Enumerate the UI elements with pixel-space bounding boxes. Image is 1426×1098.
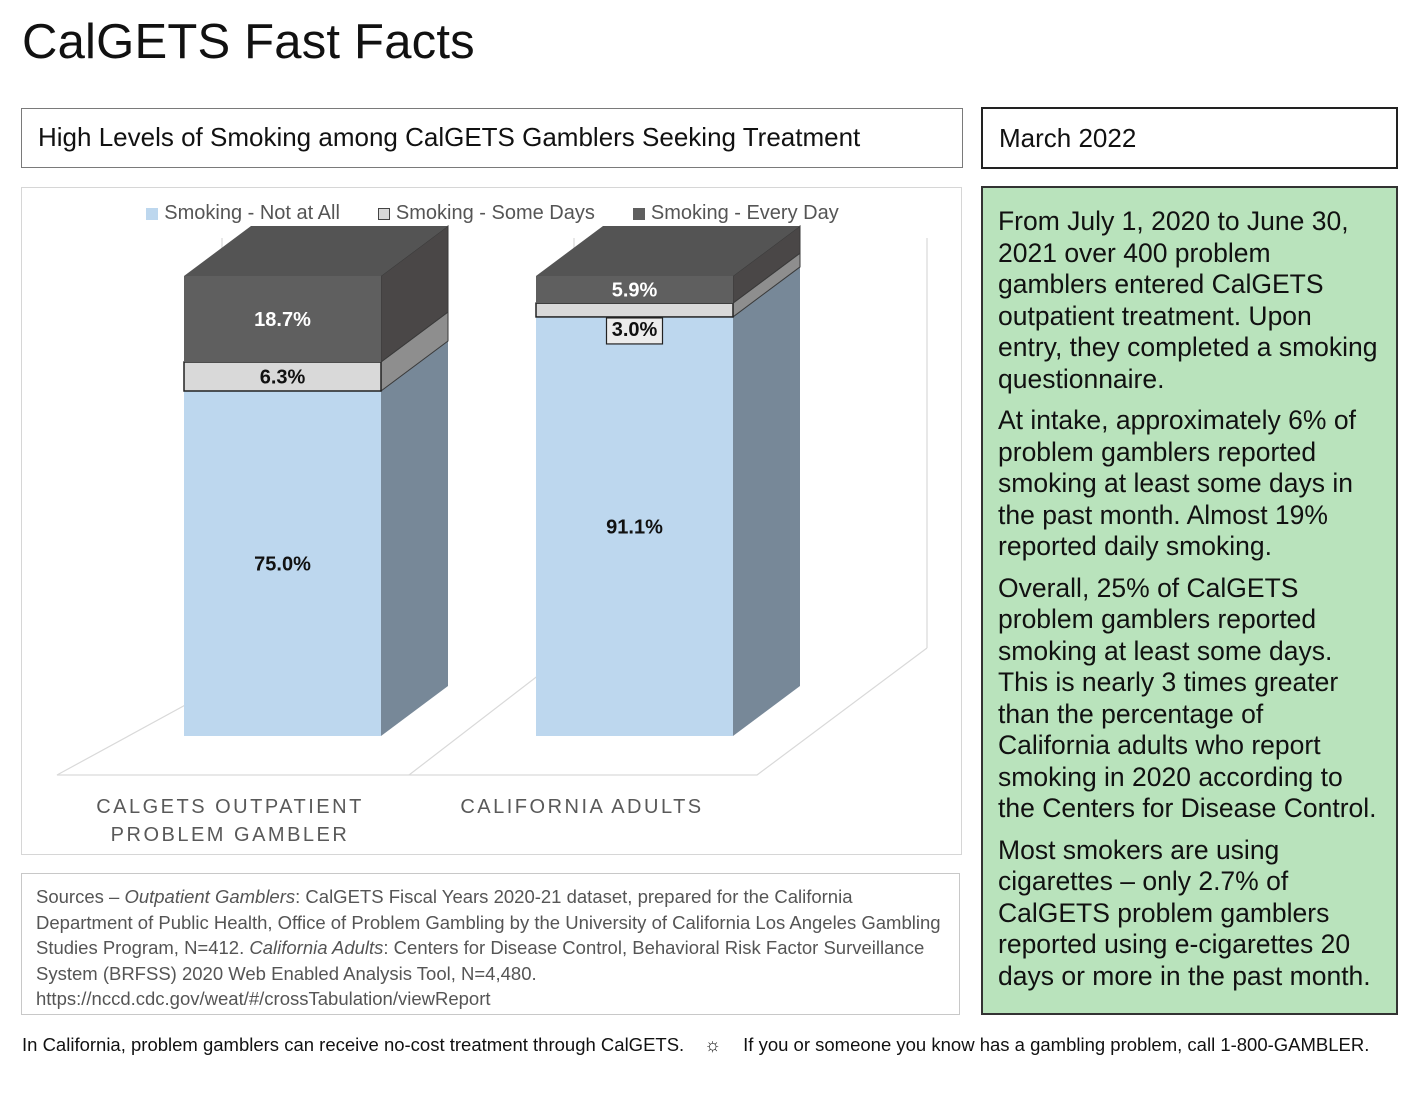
bar-segment: [535, 302, 734, 318]
data-label: 18.7%: [254, 309, 311, 331]
sun-icon: ☼: [704, 1034, 722, 1055]
bar-segment: [184, 276, 381, 363]
legend-label-every-day: Smoking - Every Day: [650, 202, 839, 224]
date-box: March 2022: [981, 107, 1398, 169]
chart-legend: Smoking - Not at All Smoking - Some Days…: [22, 202, 963, 225]
sources-text-outpatient: : CalGETS Fiscal Years 2020-21 dataset, …: [36, 886, 941, 958]
chart-heading: High Levels of Smoking among CalGETS Gam…: [38, 122, 861, 152]
page-title: CalGETS Fast Facts: [22, 15, 475, 69]
bar-top-face: [184, 226, 448, 276]
legend-label-some-days: Smoking - Some Days: [395, 202, 595, 224]
legend-swatch-not-at-all: [146, 207, 159, 220]
legend-swatch-every-day: [632, 207, 645, 220]
sources-text-adults: : Centers for Disease Control, Behaviora…: [36, 937, 925, 984]
bar-side-face: [381, 341, 448, 736]
data-label-callout: [605, 317, 664, 345]
bar-side-face: [733, 266, 800, 736]
footer-left-text: In California, problem gamblers can rece…: [22, 1034, 685, 1055]
bar-segment: [183, 361, 382, 392]
sources-label-adults: California Adults: [249, 937, 384, 958]
category-label: PROBLEM GAMBLER: [111, 824, 350, 846]
bar-segment: [184, 391, 381, 736]
legend-item-every-day: Smoking - Every Day: [632, 202, 839, 225]
chart-heading-box: High Levels of Smoking among CalGETS Gam…: [21, 108, 963, 168]
category-label: CALGETS OUTPATIENT: [96, 796, 364, 818]
bar-segment: [536, 276, 733, 304]
data-label: 5.9%: [612, 280, 658, 302]
footer-right-text: If you or someone you know has a gamblin…: [743, 1034, 1370, 1055]
report-date: March 2022: [999, 123, 1137, 153]
legend-swatch-some-days: [377, 207, 390, 220]
info-paragraph: From July 1, 2020 to June 30, 2021 over …: [998, 206, 1378, 394]
info-panel: From July 1, 2020 to June 30, 2021 over …: [981, 186, 1398, 1015]
sources-label-outpatient: Outpatient Gamblers: [124, 886, 296, 907]
legend-label-not-at-all: Smoking - Not at All: [164, 202, 340, 224]
data-label: 75.0%: [254, 554, 311, 576]
legend-item-some-days: Smoking - Some Days: [377, 202, 595, 225]
bar-segment: [536, 316, 733, 736]
bar-top-face: [536, 226, 800, 276]
legend-item-not-at-all: Smoking - Not at All: [146, 202, 340, 225]
sources-prefix: Sources –: [36, 886, 125, 907]
data-label: 91.1%: [606, 516, 663, 538]
category-label: CALIFORNIA ADULTS: [460, 796, 703, 818]
info-paragraph: At intake, approximately 6% of problem g…: [998, 405, 1356, 561]
data-label: 3.0%: [612, 319, 658, 341]
info-paragraph: Most smokers are using cigarettes – only…: [998, 834, 1371, 991]
stacked-bar-chart: 75.0% 6.3% 18.7% CALGETS OUTPATIENT PROBLEM …: [56, 225, 928, 846]
footer: In California, problem gamblers can rece…: [22, 1034, 1412, 1056]
data-label: 6.3%: [260, 367, 306, 389]
floor-outline: [56, 647, 928, 776]
sources-url: https://nccd.cdc.gov/weat/#/crossTabulat…: [36, 988, 491, 1009]
chart-panel: 75.0% 6.3% 18.7% CALGETS OUTPATIENT PROBLEM …: [21, 187, 962, 855]
sources-box: Sources – Outpatient Gamblers: CalGETS F…: [21, 873, 960, 1015]
info-paragraph: Overall, 25% of CalGETS problem gamblers…: [998, 572, 1377, 824]
